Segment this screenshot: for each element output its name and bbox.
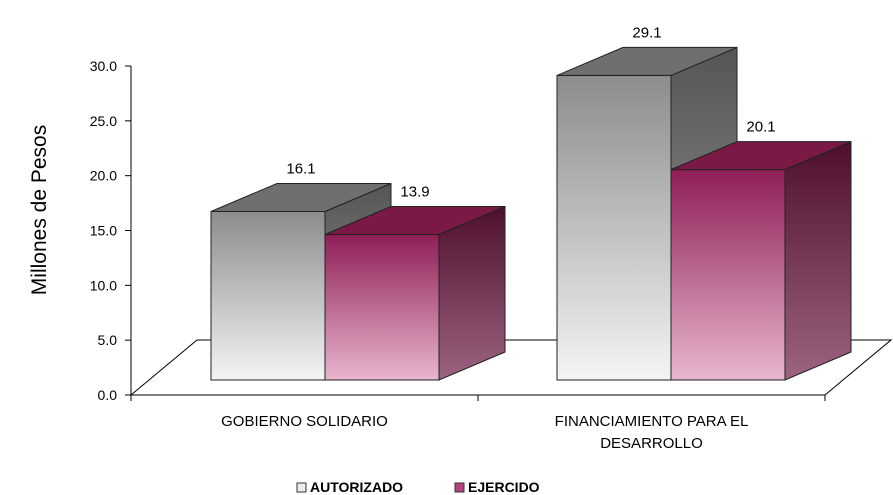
bar-top-autorizado-1 [210,182,392,212]
bar-side-ejercido-1 [438,205,506,381]
bars [210,46,852,381]
category-label-2: FINANCIAMIENTO PARA EL [555,413,749,430]
category-labels: GOBIERNO SOLIDARIO FINANCIAMIENTO PARA EL… [221,413,748,452]
data-label-autorizado-2: 29.1 [632,24,661,41]
y-tick-label: 10.0 [90,277,117,293]
y-tick-label: 20.0 [90,168,117,184]
data-label-ejercido-1: 13.9 [400,184,429,201]
bar-autorizado-1 [210,210,326,381]
y-tick-label: 0.0 [98,387,118,403]
y-tick-label: 15.0 [90,223,117,239]
chart-floor [129,339,893,396]
legend-swatch-autorizado [296,482,307,493]
legend-label-ejercido: EJERCIDO [468,479,540,495]
y-ticks: 0.0 5.0 10.0 15.0 20.0 25.0 30.0 [90,58,131,403]
data-label-autorizado-1: 16.1 [286,160,315,177]
bar-autorizado-2 [556,74,672,381]
y-tick-label: 30.0 [90,58,117,74]
y-tick-label: 25.0 [90,113,117,129]
category-label-1: GOBIERNO SOLIDARIO [221,413,388,430]
data-label-ejercido-2: 20.1 [746,119,775,136]
legend-label-autorizado: AUTORIZADO [310,479,403,495]
legend-swatch-ejercido [454,482,465,493]
bar-top-autorizado-2 [556,46,738,76]
legend: AUTORIZADO EJERCIDO [296,479,540,495]
y-tick-label: 5.0 [98,332,118,348]
bar-top-ejercido-2 [670,141,852,171]
bar-ejercido-1 [324,234,440,381]
data-labels: 16.1 13.9 29.1 20.1 [286,24,775,200]
category-label-2: DESARROLLO [600,435,703,452]
bar-top-ejercido-1 [324,206,506,236]
bar-side-ejercido-2 [784,140,852,381]
bar-ejercido-2 [670,169,786,381]
y-axis-title: Millones de Pesos [28,125,51,295]
